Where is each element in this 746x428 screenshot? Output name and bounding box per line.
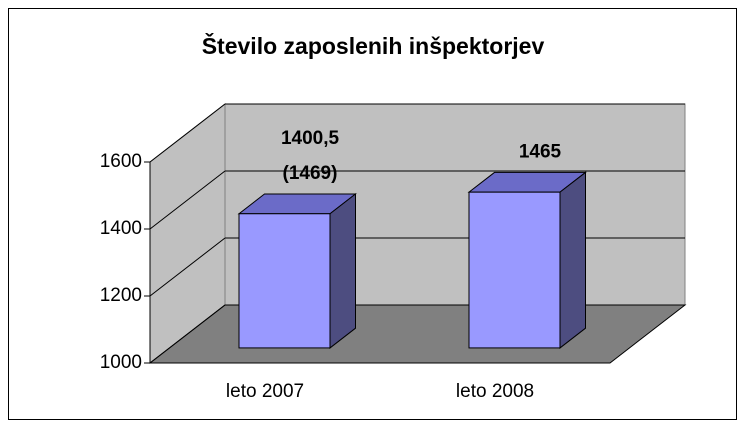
floor (148, 304, 687, 364)
bar (238, 213, 331, 349)
y-tick-label: 1400 (100, 218, 142, 239)
bar-side (559, 171, 586, 349)
grid-line (149, 304, 226, 364)
grid-line (149, 170, 226, 230)
y-tick-label: 1000 (100, 352, 142, 373)
value-label: 1465 (519, 141, 562, 162)
bar (468, 191, 561, 349)
x-tick-label: leto 2008 (456, 381, 534, 402)
x-tick-label: leto 2007 (226, 381, 304, 402)
y-tick-label: 1200 (100, 285, 142, 306)
grid-line (149, 103, 226, 163)
grid-line (149, 237, 226, 297)
value-label: 1400,5 (281, 128, 340, 149)
annotation: (1469) (283, 163, 338, 184)
y-tick-label: 1600 (100, 151, 142, 172)
chart-title: Število zaposlenih inšpektorjev (202, 32, 545, 59)
bar-side (329, 193, 356, 349)
